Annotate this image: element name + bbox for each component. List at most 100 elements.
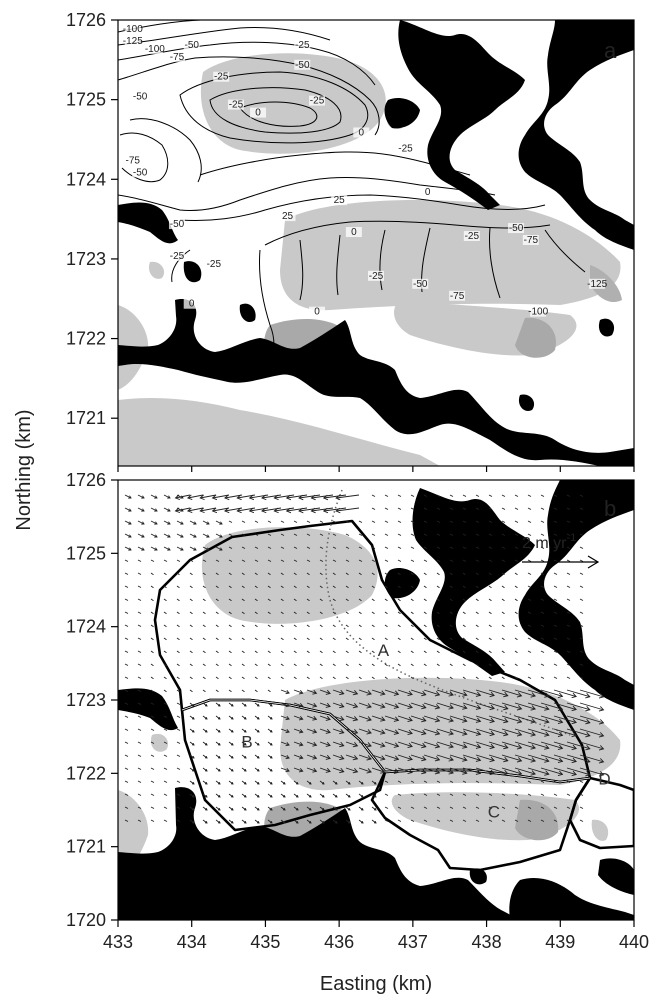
velocity-arrow — [488, 780, 493, 783]
velocity-arrow — [189, 715, 195, 720]
velocity-arrow — [137, 585, 142, 588]
velocity-arrow — [228, 689, 232, 693]
velocity-arrow — [358, 676, 362, 680]
contour-label-text: -100 — [123, 24, 143, 35]
velocity-arrow — [150, 728, 155, 731]
velocity-arrow — [423, 520, 428, 523]
velocity-arrow — [410, 741, 427, 749]
velocity-arrow — [514, 806, 519, 809]
velocity-arrow — [410, 611, 414, 615]
velocity-arrow — [423, 728, 441, 736]
velocity-arrow — [215, 676, 219, 680]
velocity-arrow — [475, 754, 495, 763]
velocity-arrow — [124, 689, 129, 692]
velocity-arrow — [358, 533, 363, 536]
contour-label: -25 — [294, 39, 311, 51]
velocity-arrow — [423, 650, 427, 654]
velocity-arrow — [267, 520, 272, 523]
velocity-arrow — [384, 702, 400, 709]
velocity-arrow — [306, 793, 312, 798]
velocity-arrow — [215, 650, 219, 654]
velocity-arrow — [280, 624, 284, 628]
velocity-arrow — [293, 559, 298, 562]
velocity-arrow — [579, 598, 584, 601]
velocity-arrow — [371, 806, 377, 811]
velocity-arrow — [397, 533, 402, 536]
velocity-arrow — [527, 611, 532, 614]
velocity-arrow — [514, 676, 518, 680]
velocity-arrow — [293, 767, 304, 773]
velocity-arrow — [501, 598, 505, 602]
velocity-arrow — [462, 689, 482, 697]
velocity-arrow — [306, 741, 318, 747]
velocity-arrow — [186, 507, 204, 514]
velocity-arrow — [397, 624, 401, 628]
velocity-arrow — [124, 780, 129, 783]
velocity-arrow — [397, 676, 401, 680]
velocity-arrow — [267, 611, 271, 615]
velocity-arrow — [527, 624, 532, 627]
contour-label-text: -25 — [398, 143, 413, 154]
panel-b-y-tick-label: 1723 — [66, 690, 106, 710]
velocity-arrow — [449, 819, 454, 822]
velocity-arrow — [137, 598, 142, 601]
velocity-arrow — [319, 819, 325, 824]
velocity-arrow — [410, 598, 414, 602]
velocity-arrow — [319, 611, 323, 615]
velocity-arrow — [514, 533, 519, 536]
velocity-arrow — [280, 741, 290, 747]
velocity-arrow — [267, 663, 271, 667]
velocity-arrow — [410, 663, 414, 667]
velocity-arrow — [345, 793, 351, 798]
velocity-arrow — [215, 702, 221, 707]
velocity-arrow — [566, 585, 571, 588]
velocity-arrow — [124, 793, 129, 796]
velocity-arrow — [332, 806, 338, 811]
velocity-arrow — [319, 676, 323, 680]
velocity-arrow — [176, 663, 180, 667]
velocity-arrow — [566, 520, 571, 523]
velocity-arrow — [254, 741, 260, 746]
velocity-arrow — [306, 585, 310, 589]
velocity-arrow — [566, 637, 571, 640]
velocity-arrow — [267, 572, 271, 576]
y-axis-title: Northing (km) — [13, 409, 35, 530]
velocity-arrow — [566, 624, 571, 627]
velocity-arrow — [384, 754, 400, 761]
velocity-arrow — [241, 767, 247, 772]
velocity-arrow — [410, 676, 414, 680]
velocity-arrow — [488, 494, 493, 497]
velocity-arrow — [462, 546, 467, 549]
velocity-arrow — [273, 507, 295, 514]
velocity-arrow — [228, 559, 233, 562]
velocity-arrow — [566, 793, 571, 796]
velocity-arrow — [306, 572, 310, 576]
velocity-arrow — [410, 715, 427, 723]
velocity-arrow — [436, 637, 440, 641]
velocity-arrow — [410, 533, 415, 536]
velocity-arrow — [475, 689, 495, 698]
velocity-arrow — [436, 793, 441, 796]
velocity-arrow — [358, 728, 372, 735]
velocity-arrow — [319, 728, 331, 734]
velocity-arrow — [449, 715, 468, 723]
velocity-arrow — [423, 611, 427, 615]
velocity-arrow — [345, 650, 349, 654]
contour-label-text: -75 — [170, 52, 185, 63]
velocity-arrow — [319, 624, 323, 628]
velocity-arrow — [566, 728, 591, 738]
velocity-arrow — [436, 767, 454, 775]
velocity-arrow — [189, 624, 193, 628]
velocity-arrow — [163, 520, 171, 525]
velocity-arrow — [310, 507, 334, 514]
velocity-arrow — [410, 507, 415, 510]
panel-b-x-tick-label: 440 — [619, 932, 649, 952]
velocity-arrow — [345, 546, 350, 549]
velocity-arrow — [163, 728, 168, 731]
velocity-arrow — [488, 676, 492, 680]
contour-label-text: -50 — [295, 60, 310, 71]
velocity-arrow — [540, 533, 545, 536]
velocity-arrow — [579, 676, 584, 679]
velocity-arrow — [397, 806, 402, 809]
velocity-arrow — [423, 754, 441, 762]
